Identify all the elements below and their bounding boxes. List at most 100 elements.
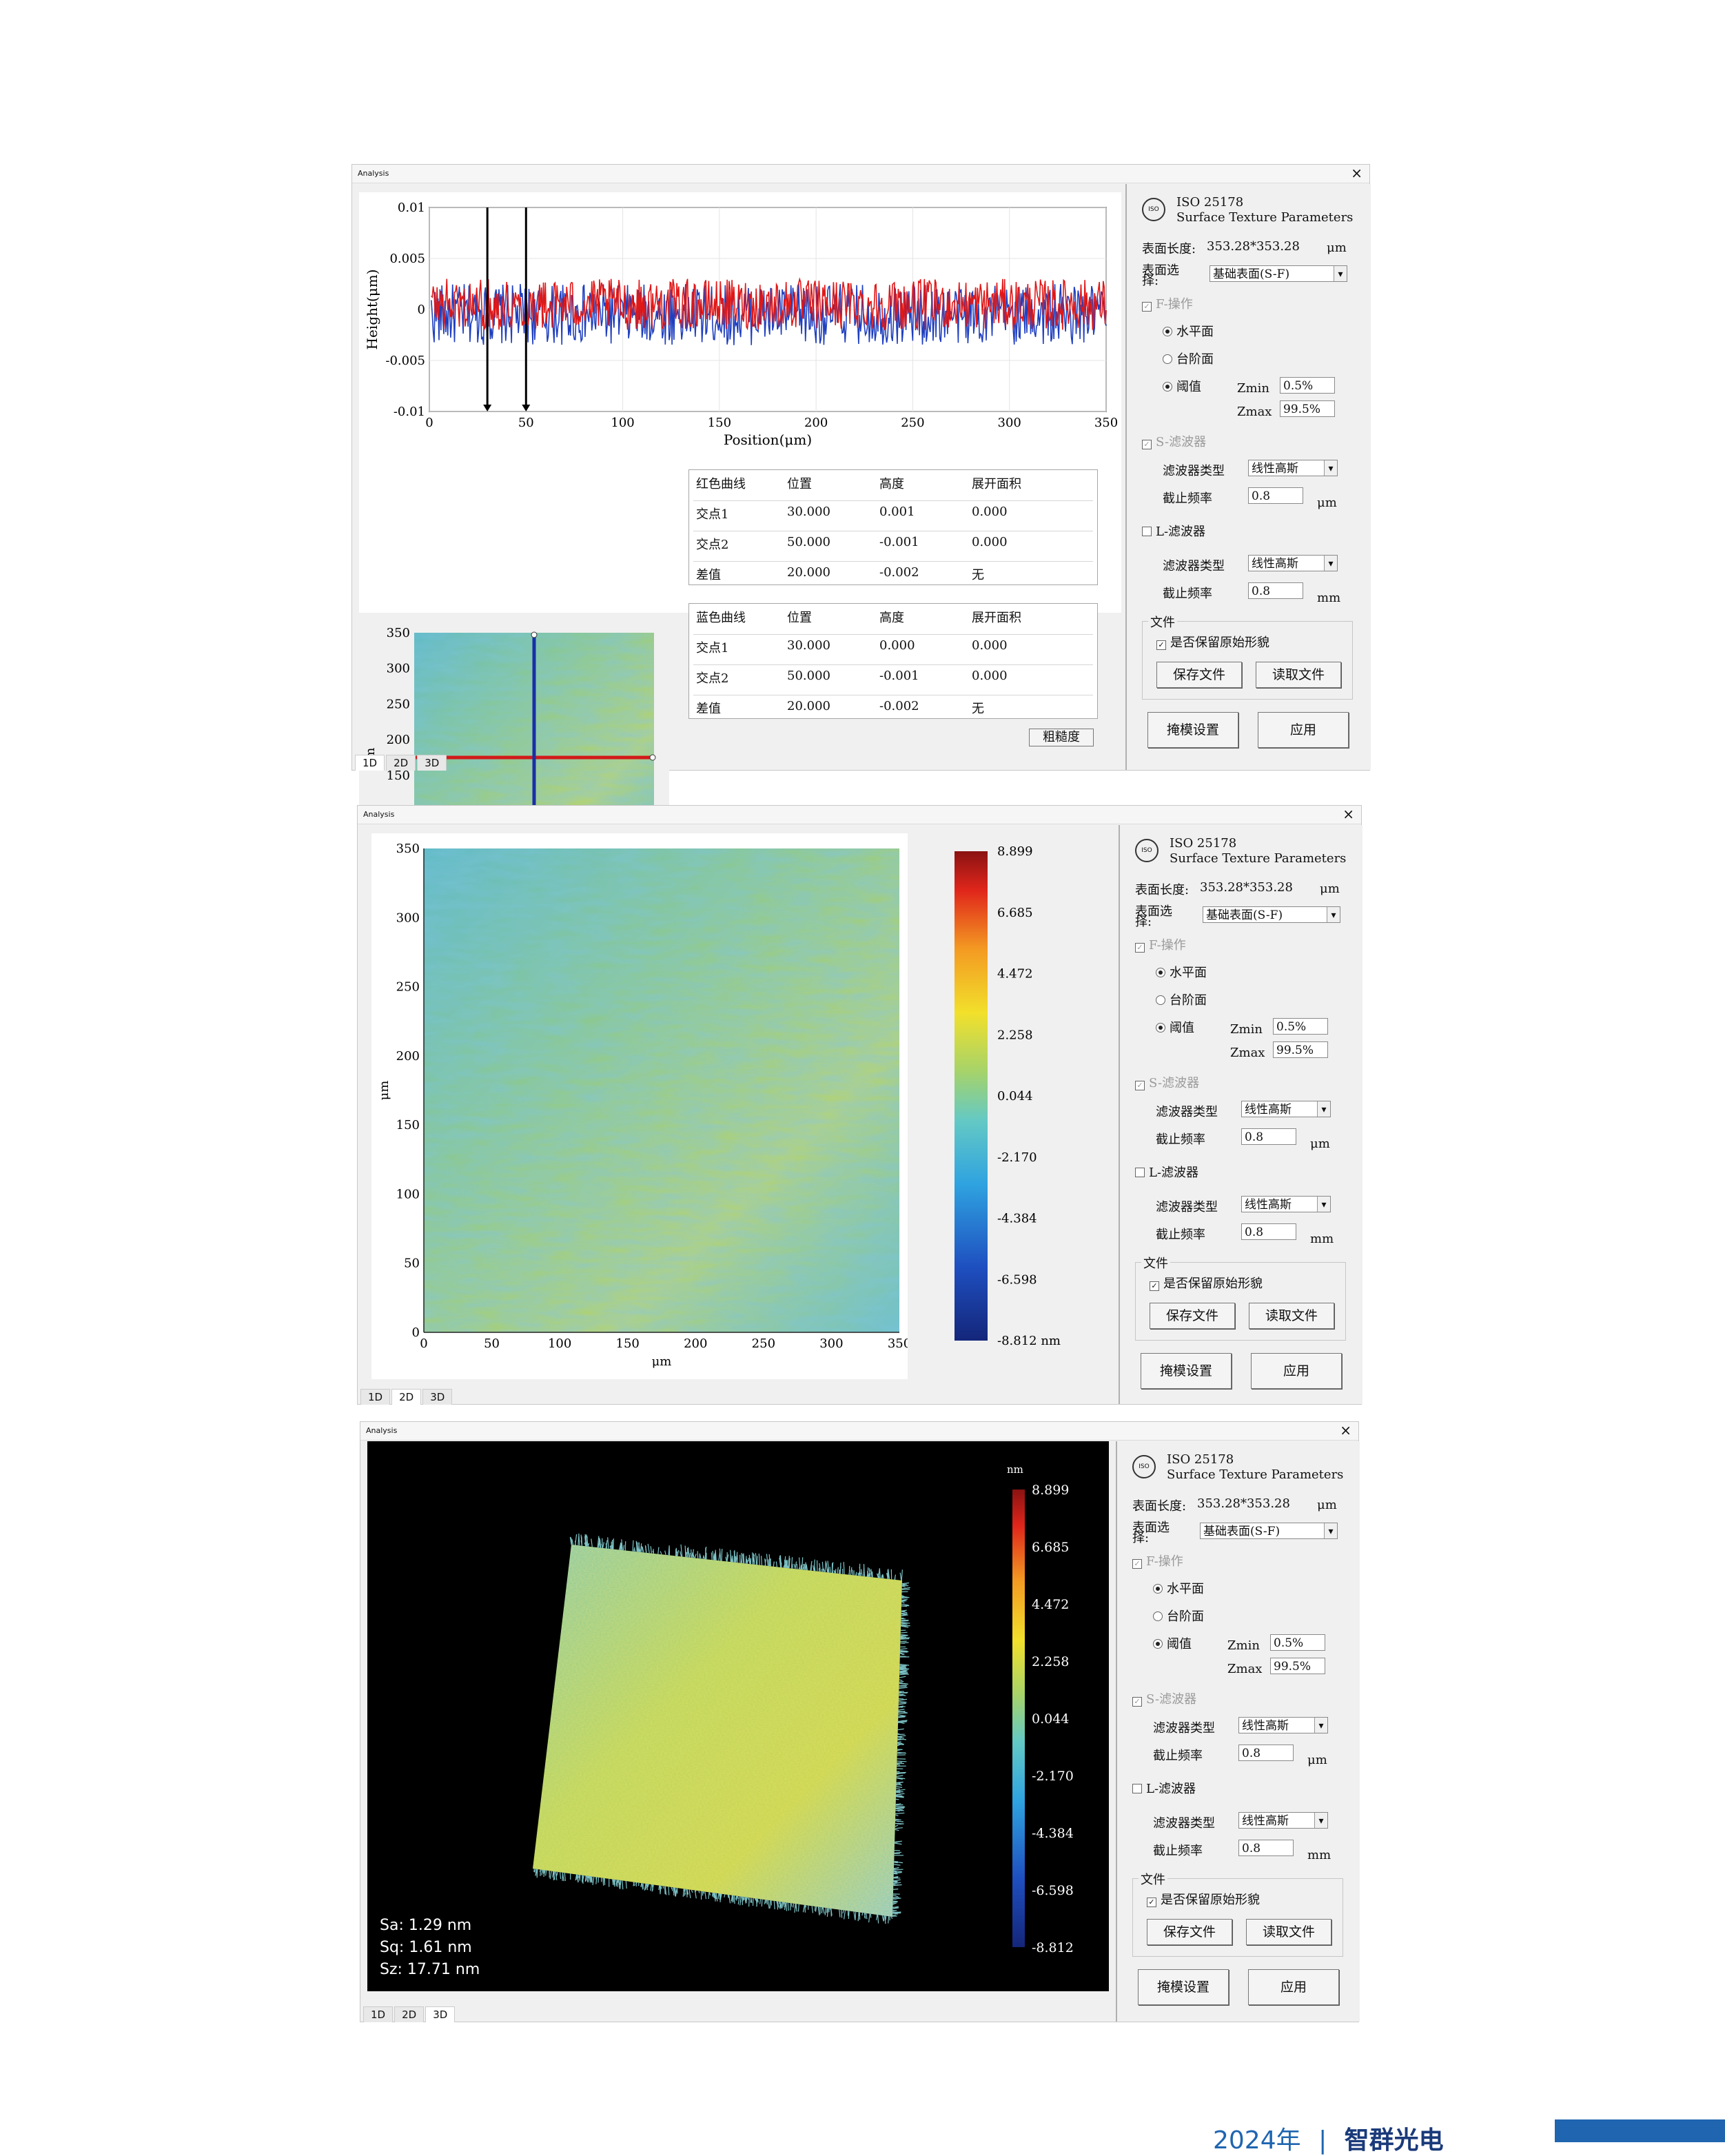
l-filter-checkbox[interactable] xyxy=(1135,1168,1145,1177)
tab-2d[interactable]: 2D xyxy=(394,2006,425,2022)
s-filter-type-dropdown[interactable]: 线性高斯 xyxy=(1241,1101,1331,1117)
table-cell: -0.002 xyxy=(879,565,919,580)
f-operation-checkbox[interactable]: ✓ xyxy=(1135,943,1145,953)
table-cell: 无 xyxy=(972,568,984,582)
apply-button[interactable]: 应用 xyxy=(1251,1353,1342,1389)
close-icon[interactable]: × xyxy=(1340,1422,1351,1438)
s-cutoff-input[interactable]: 0.8 xyxy=(1241,1128,1296,1145)
table-header-cell: 高度 xyxy=(879,611,904,625)
mask-settings-button[interactable]: 掩模设置 xyxy=(1147,712,1238,748)
l-cutoff-input[interactable]: 0.8 xyxy=(1238,1840,1294,1856)
close-icon[interactable]: × xyxy=(1351,165,1362,181)
colorbar-tick-label: -6.598 xyxy=(997,1272,1037,1287)
x-tick-label: 150 xyxy=(616,1336,640,1351)
tab-1d[interactable]: 1D xyxy=(363,2006,394,2022)
zmax-input[interactable]: 99.5% xyxy=(1273,1041,1328,1058)
tab-3d[interactable]: 3D xyxy=(425,2006,456,2022)
s-filter-type-dropdown[interactable]: 线性高斯 xyxy=(1238,1717,1328,1733)
save-file-button[interactable]: 保存文件 xyxy=(1156,662,1242,688)
table-row-divider xyxy=(693,561,1093,562)
stat-sz: Sz: 17.71 nm xyxy=(380,1961,480,1978)
radio-step[interactable]: 台阶面 xyxy=(1153,1607,1204,1625)
table-row-divider xyxy=(693,664,1093,665)
analysis-window-1d: Analysis × 0 50 100 150 200 250 300 350 0.01 0.00… xyxy=(351,164,1371,919)
read-file-button[interactable]: 读取文件 xyxy=(1256,662,1341,688)
cursor-arrow-icon xyxy=(522,405,531,411)
zmax-input[interactable]: 99.5% xyxy=(1270,1658,1325,1674)
radio-horizontal[interactable]: 水平面 xyxy=(1163,322,1214,340)
mask-settings-button[interactable]: 掩模设置 xyxy=(1141,1353,1232,1389)
tab-3d[interactable]: 3D xyxy=(422,1389,453,1405)
surface-select-dropdown[interactable]: 基础表面(S-F) xyxy=(1203,906,1340,923)
keep-original-checkbox[interactable]: ✓ 是否保留原始形貌 xyxy=(1150,1274,1263,1292)
save-file-button[interactable]: 保存文件 xyxy=(1150,1303,1235,1329)
tab-3d[interactable]: 3D xyxy=(417,755,447,771)
surface-length-value: 353.28*353.28 xyxy=(1200,880,1293,895)
file-group-label: 文件 xyxy=(1148,613,1177,631)
tab-1d[interactable]: 1D xyxy=(360,1389,391,1405)
x-tick-label: 100 xyxy=(611,416,634,430)
tab-1d[interactable]: 1D xyxy=(355,755,385,771)
surface-length-unit: μm xyxy=(1327,241,1347,255)
s-filter-checkbox[interactable]: ✓ xyxy=(1135,1081,1145,1090)
zmin-input[interactable]: 0.5% xyxy=(1273,1018,1328,1035)
read-file-button[interactable]: 读取文件 xyxy=(1249,1303,1334,1329)
zmin-input[interactable]: 0.5% xyxy=(1280,377,1335,394)
mask-settings-button[interactable]: 掩模设置 xyxy=(1138,1969,1229,2005)
surface-length-label: 表面长度: xyxy=(1142,242,1196,256)
apply-button[interactable]: 应用 xyxy=(1258,712,1349,748)
l-cutoff-label: 截止频率 xyxy=(1153,1844,1203,1858)
radio-horizontal[interactable]: 水平面 xyxy=(1153,1579,1204,1597)
iso-logo-icon: ISO xyxy=(1132,1455,1156,1478)
surface-select-dropdown[interactable]: 基础表面(S-F) xyxy=(1200,1523,1338,1539)
table-cell: 0.001 xyxy=(879,505,915,519)
roughness-button[interactable]: 粗糙度 xyxy=(1029,729,1094,746)
radio-horizontal[interactable]: 水平面 xyxy=(1156,963,1207,981)
y-tick-label: 0 xyxy=(412,1325,420,1340)
x-tick-label: 300 xyxy=(998,416,1021,430)
y-tick-label: -0.01 xyxy=(394,405,425,419)
view-tabs: 1D 2D 3D xyxy=(360,1389,453,1405)
tab-2d[interactable]: 2D xyxy=(391,1389,422,1405)
keep-original-checkbox[interactable]: ✓ 是否保留原始形貌 xyxy=(1156,633,1269,651)
l-filter-checkbox[interactable] xyxy=(1142,527,1152,536)
tab-2d[interactable]: 2D xyxy=(386,755,416,771)
x-axis-label: μm xyxy=(652,1354,672,1369)
red-curve-table: 红色曲线 位置 高度 展开面积 交点1 30.000 0.001 0.000 交点2 50.000… xyxy=(688,469,1098,585)
radio-step[interactable]: 台阶面 xyxy=(1163,349,1214,367)
view-tabs: 1D 2D 3D xyxy=(355,755,448,771)
colorbar-tick-label: -2.170 xyxy=(1032,1769,1074,1784)
radio-threshold[interactable]: 阈值 xyxy=(1153,1634,1192,1652)
x-axis-label: Position(μm) xyxy=(724,431,812,448)
radio-step[interactable]: 台阶面 xyxy=(1156,990,1207,1008)
s-cutoff-input[interactable]: 0.8 xyxy=(1248,487,1303,504)
radio-threshold[interactable]: 阈值 xyxy=(1163,377,1201,395)
s-cutoff-input[interactable]: 0.8 xyxy=(1238,1745,1294,1761)
keep-original-checkbox[interactable]: ✓ 是否保留原始形貌 xyxy=(1147,1890,1260,1908)
s-filter-checkbox[interactable]: ✓ xyxy=(1132,1697,1142,1707)
zmax-input[interactable]: 99.5% xyxy=(1280,400,1335,417)
zmin-input[interactable]: 0.5% xyxy=(1270,1634,1325,1651)
l-filter-type-dropdown[interactable]: 线性高斯 xyxy=(1241,1196,1331,1212)
f-operation-checkbox[interactable]: ✓ xyxy=(1132,1559,1142,1569)
close-icon[interactable]: × xyxy=(1343,806,1354,822)
height-map-image xyxy=(424,848,899,1332)
s-filter-type-dropdown[interactable]: 线性高斯 xyxy=(1248,460,1338,476)
l-filter-type-dropdown[interactable]: 线性高斯 xyxy=(1238,1812,1328,1829)
table-cell: 30.000 xyxy=(787,505,830,519)
f-operation-checkbox[interactable]: ✓ xyxy=(1142,302,1152,312)
surface-select-dropdown[interactable]: 基础表面(S-F) xyxy=(1209,265,1347,282)
surface-3d-view[interactable]: nm 8.899 6.685 4.472 2.258 0.044 -2.170 -4.384 -… xyxy=(367,1441,1109,1991)
save-file-button[interactable]: 保存文件 xyxy=(1147,1919,1232,1945)
l-cutoff-input[interactable]: 0.8 xyxy=(1241,1223,1296,1240)
3d-view-area[interactable]: nm 8.899 6.685 4.472 2.258 0.044 -2.170 -4.384 -… xyxy=(367,1441,1109,1991)
radio-threshold[interactable]: 阈值 xyxy=(1156,1018,1194,1036)
l-cutoff-input[interactable]: 0.8 xyxy=(1248,582,1303,599)
l-filter-type-dropdown[interactable]: 线性高斯 xyxy=(1248,555,1338,571)
l-filter-checkbox[interactable] xyxy=(1132,1784,1142,1793)
apply-button[interactable]: 应用 xyxy=(1248,1969,1339,2005)
l-cutoff-label: 截止频率 xyxy=(1163,587,1212,601)
surface-select-label: 表面选 择: xyxy=(1135,904,1172,929)
read-file-button[interactable]: 读取文件 xyxy=(1246,1919,1331,1945)
s-filter-checkbox[interactable]: ✓ xyxy=(1142,440,1152,449)
